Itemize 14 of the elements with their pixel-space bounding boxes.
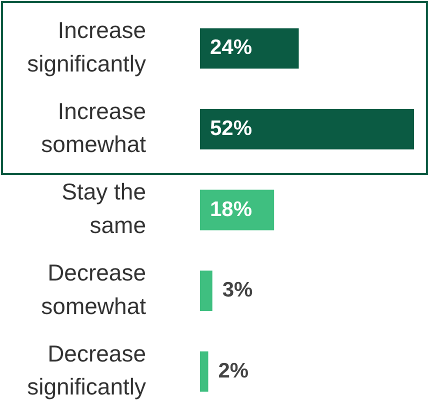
bar — [200, 270, 212, 311]
data-label: 24% — [210, 36, 252, 60]
y-tick-label: Increase significantly — [27, 17, 146, 76]
y-tick-label: Decrease somewhat — [41, 259, 147, 319]
data-label: 2% — [218, 359, 249, 382]
y-tick-label: Increase somewhat — [41, 98, 147, 158]
data-label: 3% — [222, 278, 254, 302]
y-tick-label: Stay the same — [62, 178, 146, 238]
data-label: 18% — [210, 198, 252, 221]
data-label: 52% — [210, 116, 252, 140]
bar — [200, 351, 208, 392]
y-tick-label: Decrease significantly — [27, 340, 146, 400]
bar — [200, 109, 414, 150]
bar — [200, 28, 299, 69]
